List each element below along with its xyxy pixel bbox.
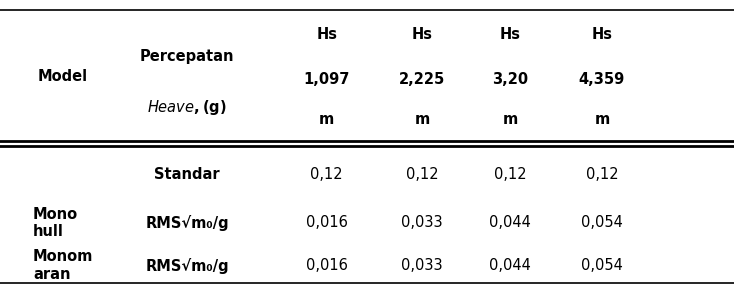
Text: Hs: Hs <box>316 27 337 41</box>
Text: RMS√m₀/g: RMS√m₀/g <box>145 215 229 231</box>
Text: 0,016: 0,016 <box>305 216 348 230</box>
Text: 0,033: 0,033 <box>401 258 443 273</box>
Text: m: m <box>415 112 429 127</box>
Text: Model: Model <box>37 69 87 84</box>
Text: 1,097: 1,097 <box>303 72 350 87</box>
Text: 0,054: 0,054 <box>581 216 623 230</box>
Text: Hs: Hs <box>500 27 520 41</box>
Text: 0,016: 0,016 <box>305 258 348 273</box>
Text: 0,044: 0,044 <box>489 216 531 230</box>
Text: 0,054: 0,054 <box>581 258 623 273</box>
Text: $\mathbf{\mathit{Heave}}$$\mathbf{, (g)}$: $\mathbf{\mathit{Heave}}$$\mathbf{, (g)}… <box>148 99 227 117</box>
Text: 0,12: 0,12 <box>406 167 438 182</box>
Text: RMS√m₀/g: RMS√m₀/g <box>145 258 229 273</box>
Text: Percepatan: Percepatan <box>140 49 234 64</box>
Text: 0,12: 0,12 <box>310 167 343 182</box>
Text: Hs: Hs <box>592 27 612 41</box>
Text: 4,359: 4,359 <box>578 72 625 87</box>
Text: m: m <box>319 112 334 127</box>
Text: Standar: Standar <box>154 167 220 182</box>
Text: 0,12: 0,12 <box>586 167 618 182</box>
Text: 0,12: 0,12 <box>494 167 526 182</box>
Text: Hs: Hs <box>412 27 432 41</box>
Text: m: m <box>595 112 609 127</box>
Text: 3,20: 3,20 <box>492 72 528 87</box>
Text: 0,033: 0,033 <box>401 216 443 230</box>
Text: m: m <box>503 112 517 127</box>
Text: Mono
hull: Mono hull <box>33 207 78 239</box>
Text: 2,225: 2,225 <box>399 72 446 87</box>
Text: Monom
aran: Monom aran <box>33 249 93 282</box>
Text: 0,044: 0,044 <box>489 258 531 273</box>
